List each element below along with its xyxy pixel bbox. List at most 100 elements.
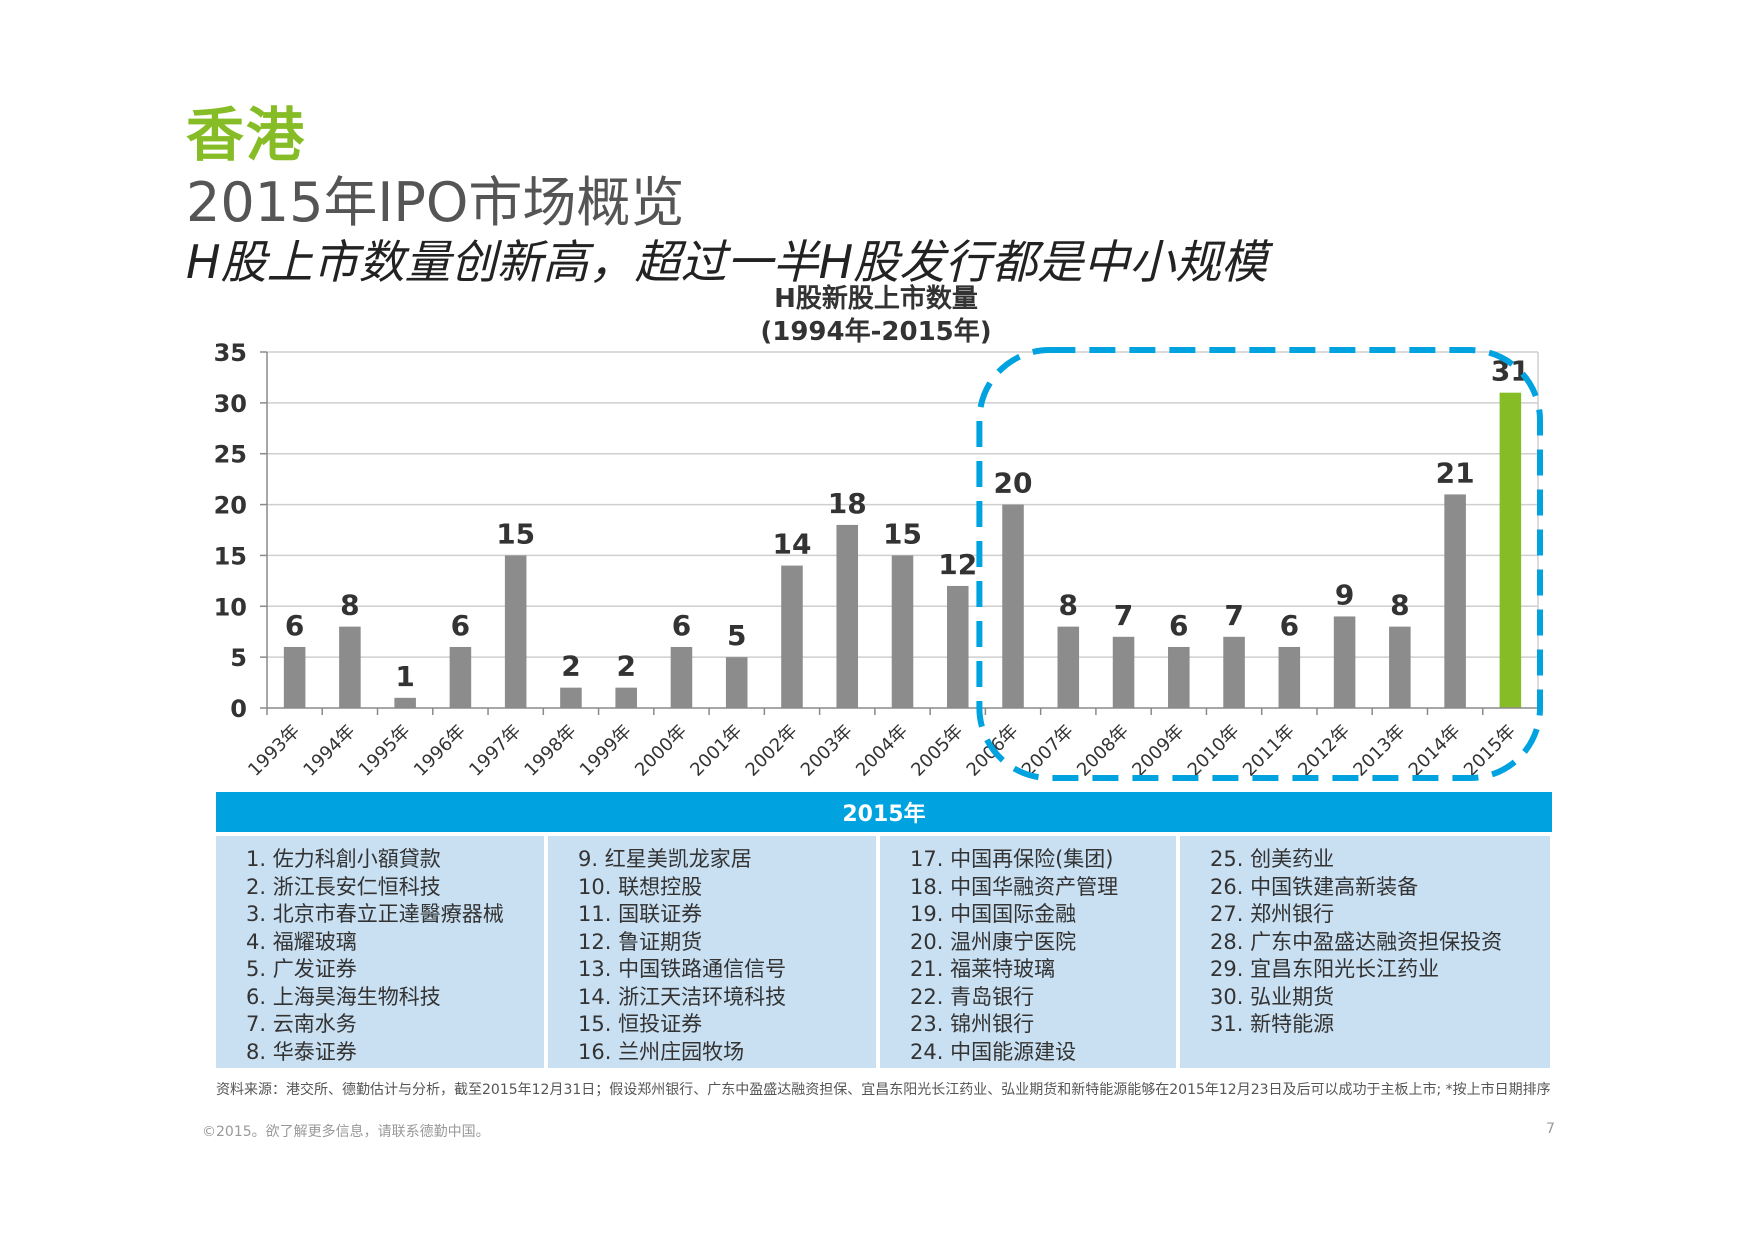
bar <box>283 646 306 708</box>
x-tick-label: 2014年 <box>1405 721 1465 781</box>
data-label: 6 <box>1280 609 1299 642</box>
list-item: 20. 温州康宁医院 <box>910 929 1077 954</box>
list-item: 19. 中国国际金融 <box>910 902 1077 926</box>
data-label: 6 <box>451 609 470 642</box>
bar <box>1057 626 1080 708</box>
data-label: 7 <box>1224 599 1243 632</box>
x-tick-label: 2000年 <box>631 721 691 781</box>
list-item: 4. 福耀玻璃 <box>246 929 357 954</box>
list-item: 21. 福莱特玻璃 <box>910 957 1056 981</box>
data-label: 1 <box>395 660 414 693</box>
list-item: 8. 华泰证券 <box>246 1039 357 1064</box>
page-title: 2015年IPO市场概览 <box>186 171 685 234</box>
data-label: 2 <box>616 650 635 683</box>
bar <box>504 555 527 708</box>
list-item: 26. 中国铁建高新装备 <box>1210 874 1419 899</box>
y-tick-label: 15 <box>214 542 247 570</box>
gridlines <box>267 351 1538 658</box>
source-note: 资料来源：港交所、德勤估计与分析，截至2015年12月31日；假设郑州银行、广东… <box>216 1082 1551 1098</box>
bar <box>946 585 969 708</box>
list-column: 17. 中国再保险(集团) 18. 中国华融资产管理 19. 中国国际金融 20. 温… <box>880 836 1176 1068</box>
bar <box>1223 636 1245 708</box>
list-item: 30. 弘业期货 <box>1210 984 1335 1009</box>
x-tick-label: 2002年 <box>742 721 802 781</box>
list-item: 7. 云南水务 <box>246 1012 357 1036</box>
list-item: 15. 恒投证券 <box>578 1012 703 1036</box>
list-item: 9. 红星美凯龙家居 <box>578 847 752 871</box>
bar <box>1333 616 1356 708</box>
list-item: 31. 新特能源 <box>1210 1012 1335 1036</box>
x-tick-label: 1995年 <box>355 721 415 781</box>
bar <box>1002 504 1024 708</box>
list-item: 3. 北京市春立正達醫療器械 <box>246 902 504 926</box>
list-item: 2. 浙江長安仁恒科技 <box>246 874 441 899</box>
data-label: 8 <box>340 589 359 622</box>
bar <box>1499 392 1522 708</box>
list-item: 12. 鲁证期货 <box>578 929 703 954</box>
data-label: 9 <box>1335 578 1354 611</box>
x-tick-label: 1999年 <box>576 721 636 781</box>
list-item: 25. 创美药业 <box>1210 847 1335 871</box>
bar <box>1112 636 1135 708</box>
bar <box>891 555 914 708</box>
bar <box>1444 494 1466 708</box>
labels: 0510152025303561993年81994年11995年61996年15… <box>214 339 1530 781</box>
x-tick-label: 1996年 <box>410 721 470 781</box>
data-label: 5 <box>727 619 746 652</box>
data-label: 20 <box>994 467 1033 500</box>
x-tick-label: 1994年 <box>299 721 359 781</box>
list-item: 5. 广发证券 <box>246 957 357 981</box>
x-tick-label: 2008年 <box>1073 721 1133 781</box>
list-item: 18. 中国华融资产管理 <box>910 874 1119 899</box>
bar <box>836 524 859 708</box>
x-tick-label: 1998年 <box>520 721 580 781</box>
copyright: ©2015。欲了解更多信息，请联系德勤中国。 <box>202 1124 490 1140</box>
y-tick-label: 35 <box>214 339 247 367</box>
data-label: 6 <box>285 609 304 642</box>
list-column: 1. 佐力科創小額貸款 2. 浙江長安仁恒科技 3. 北京市春立正達醫療器械 4. 福… <box>216 836 544 1068</box>
data-label: 7 <box>1114 599 1133 632</box>
list-item: 24. 中国能源建设 <box>910 1039 1077 1064</box>
list-item: 23. 锦州银行 <box>910 1012 1035 1036</box>
bar <box>781 565 803 708</box>
x-tick-label: 2004年 <box>852 721 912 781</box>
callout-box <box>976 347 1543 781</box>
bar <box>449 646 472 708</box>
bar <box>394 697 416 708</box>
chart-title: H股新股上市数量 <box>774 283 978 314</box>
x-tick-label: 2009年 <box>1128 721 1188 781</box>
bar <box>670 646 693 708</box>
y-tick-label: 30 <box>214 390 247 418</box>
x-tick-label: 1997年 <box>465 721 525 781</box>
bar <box>615 687 637 708</box>
y-tick-label: 25 <box>214 441 247 469</box>
list-column: 25. 创美药业 26. 中国铁建高新装备 27. 郑州银行 28. 广东中盈盛达融资… <box>1180 836 1550 1068</box>
page-number: 7 <box>1546 1121 1555 1137</box>
data-label: 8 <box>1059 589 1078 622</box>
data-label: 15 <box>496 517 535 550</box>
data-label: 21 <box>1436 456 1475 489</box>
axes <box>260 351 1539 715</box>
data-label: 2 <box>561 650 580 683</box>
y-tick-label: 0 <box>230 695 247 723</box>
x-tick-label: 2003年 <box>797 721 857 781</box>
bar <box>725 657 748 708</box>
x-tick-label: 2013年 <box>1349 721 1409 781</box>
x-tick-label: 2005年 <box>907 721 967 781</box>
bar <box>560 687 582 708</box>
x-tick-label: 1993年 <box>244 721 304 781</box>
list-item: 6. 上海昊海生物科技 <box>246 984 441 1009</box>
bar <box>1278 646 1301 708</box>
list-item: 10. 联想控股 <box>578 874 703 899</box>
y-tick-label: 5 <box>230 644 247 672</box>
data-label: 6 <box>672 609 691 642</box>
page-subtitle: H股上市数量创新高，超过一半H股发行都是中小规模 <box>186 235 1268 289</box>
list-column: 9. 红星美凯龙家居 10. 联想控股 11. 国联证券 12. 鲁证期货 13. 中国… <box>548 836 876 1068</box>
list-item: 16. 兰州庄园牧场 <box>578 1039 745 1064</box>
data-label: 15 <box>883 517 922 550</box>
x-tick-label: 2011年 <box>1239 721 1299 781</box>
bars <box>283 392 1522 708</box>
y-tick-label: 10 <box>214 593 247 621</box>
list-item: 1. 佐力科創小額貸款 <box>246 847 441 871</box>
region-title: 香港 <box>186 101 307 169</box>
